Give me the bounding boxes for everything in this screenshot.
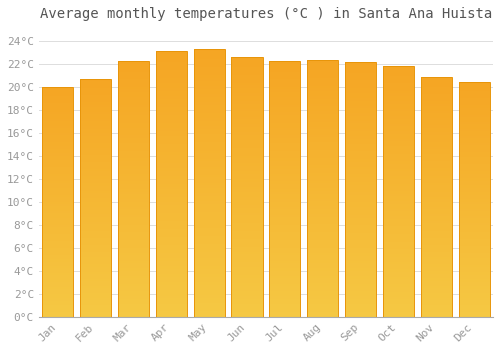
Bar bbox=[421, 77, 452, 317]
Bar bbox=[80, 78, 111, 317]
Bar bbox=[270, 61, 300, 317]
Bar bbox=[118, 61, 149, 317]
Bar bbox=[383, 66, 414, 317]
Title: Average monthly temperatures (°C ) in Santa Ana Huista: Average monthly temperatures (°C ) in Sa… bbox=[40, 7, 492, 21]
Bar bbox=[458, 82, 490, 317]
Bar bbox=[232, 57, 262, 317]
Bar bbox=[307, 60, 338, 317]
Bar bbox=[42, 86, 74, 317]
Bar bbox=[345, 62, 376, 317]
Bar bbox=[194, 49, 224, 317]
Bar bbox=[156, 51, 187, 317]
